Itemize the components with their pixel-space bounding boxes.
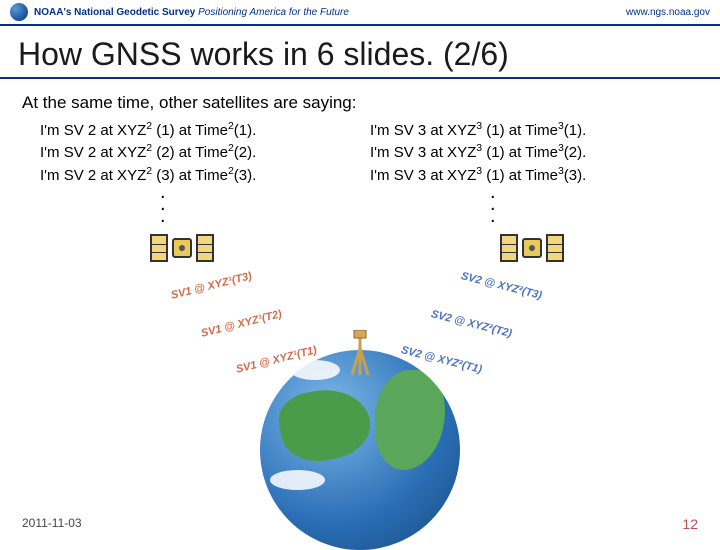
sv3-line3: I'm SV 3 at XYZ3 (1) at Time3(3).: [370, 164, 680, 186]
slide-title: How GNSS works in 6 slides. (2/6): [0, 26, 720, 79]
org-name: NOAA's: [34, 7, 71, 18]
intro-text: At the same time, other satellites are s…: [0, 89, 720, 119]
slide-footer: 2011-11-03 12: [0, 516, 720, 532]
diagram-area: SV1 @ XYZ¹(T3) SV1 @ XYZ¹(T2) SV1 @ XYZ¹…: [0, 230, 720, 510]
tagline: Positioning America for the Future: [198, 7, 349, 18]
sv2-line2: I'm SV 2 at XYZ2 (2) at Time2(2).: [40, 141, 350, 163]
sv2-ellipsis: ...: [40, 186, 350, 222]
receiver-tripod-icon: [340, 330, 380, 380]
wave-left-1: SV1 @ XYZ¹(T3): [170, 270, 253, 302]
header-left: NOAA's National Geodetic Survey Position…: [10, 3, 349, 21]
col-sv2: I'm SV 2 at XYZ2 (1) at Time2(1). I'm SV…: [40, 119, 350, 222]
sv3-ellipsis: ...: [370, 186, 680, 222]
col-sv3: I'm SV 3 at XYZ3 (1) at Time3(1). I'm SV…: [370, 119, 680, 222]
sv2-line1: I'm SV 2 at XYZ2 (1) at Time2(1).: [40, 119, 350, 141]
message-columns: I'm SV 2 at XYZ2 (1) at Time2(1). I'm SV…: [0, 119, 720, 222]
wave-right-2: SV2 @ XYZ²(T2): [430, 308, 513, 340]
header-title: NOAA's National Geodetic Survey Position…: [34, 7, 349, 18]
slide-header: NOAA's National Geodetic Survey Position…: [0, 0, 720, 24]
wave-right-1: SV2 @ XYZ²(T3): [460, 270, 543, 302]
sv3-line2: I'm SV 3 at XYZ3 (1) at Time3(2).: [370, 141, 680, 163]
sv2-line3: I'm SV 2 at XYZ2 (3) at Time2(3).: [40, 164, 350, 186]
footer-date: 2011-11-03: [22, 516, 82, 532]
page-number: 12: [682, 516, 698, 532]
dept-name: National Geodetic Survey: [74, 7, 195, 18]
satellite-right-icon: [500, 230, 564, 270]
sv3-line1: I'm SV 3 at XYZ3 (1) at Time3(1).: [370, 119, 680, 141]
satellite-left-icon: [150, 230, 214, 270]
header-url: www.ngs.noaa.gov: [626, 7, 710, 18]
wave-left-2: SV1 @ XYZ¹(T2): [200, 308, 283, 340]
noaa-logo-icon: [10, 3, 28, 21]
